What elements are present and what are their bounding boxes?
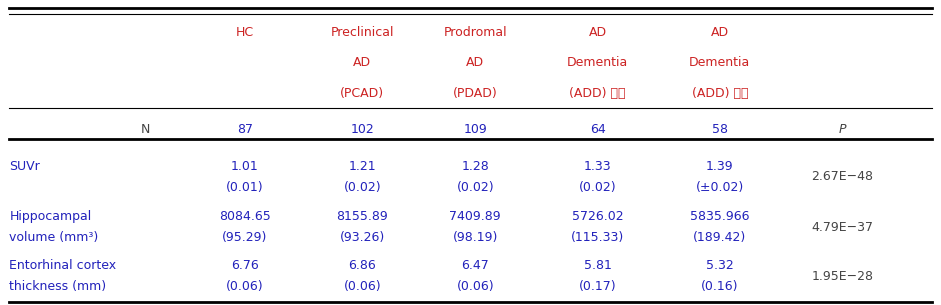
- Text: (95.29): (95.29): [222, 231, 267, 244]
- Text: (115.33): (115.33): [571, 231, 624, 244]
- Text: (0.06): (0.06): [226, 280, 263, 293]
- Text: 1.95E−28: 1.95E−28: [811, 270, 873, 282]
- Text: 1.01: 1.01: [231, 160, 259, 173]
- Text: 7409.89: 7409.89: [450, 210, 501, 223]
- Text: 5726.02: 5726.02: [572, 210, 623, 223]
- Text: (0.17): (0.17): [579, 280, 616, 293]
- Text: 6.47: 6.47: [461, 259, 489, 272]
- Text: 109: 109: [463, 123, 487, 136]
- Text: thickness (mm): thickness (mm): [9, 280, 106, 293]
- Text: (ADD) 중기: (ADD) 중기: [692, 87, 748, 99]
- Text: 87: 87: [236, 123, 253, 136]
- Text: (0.02): (0.02): [456, 181, 494, 194]
- Text: (PCAD): (PCAD): [341, 87, 384, 99]
- Text: (0.06): (0.06): [343, 280, 381, 293]
- Text: (0.02): (0.02): [343, 181, 381, 194]
- Text: volume (mm³): volume (mm³): [9, 231, 99, 244]
- Text: 1.33: 1.33: [583, 160, 612, 173]
- Text: SUVr: SUVr: [9, 160, 40, 173]
- Text: 2.67E−48: 2.67E−48: [811, 170, 873, 183]
- Text: (0.02): (0.02): [579, 181, 616, 194]
- Text: 5835.966: 5835.966: [690, 210, 750, 223]
- Text: (98.19): (98.19): [453, 231, 498, 244]
- Text: Prodromal: Prodromal: [443, 26, 507, 38]
- Text: HC: HC: [235, 26, 254, 38]
- Text: AD: AD: [353, 56, 372, 69]
- Text: (0.01): (0.01): [226, 181, 263, 194]
- Text: 8155.89: 8155.89: [337, 210, 388, 223]
- Text: (PDAD): (PDAD): [453, 87, 498, 99]
- Text: (93.26): (93.26): [340, 231, 385, 244]
- Text: 6.76: 6.76: [231, 259, 259, 272]
- Text: 64: 64: [590, 123, 605, 136]
- Text: Entorhinal cortex: Entorhinal cortex: [9, 259, 117, 272]
- Text: (189.42): (189.42): [694, 231, 746, 244]
- Text: 1.21: 1.21: [348, 160, 376, 173]
- Text: 5.81: 5.81: [583, 259, 612, 272]
- Text: 1.39: 1.39: [706, 160, 734, 173]
- Text: 102: 102: [350, 123, 375, 136]
- Text: 5.32: 5.32: [706, 259, 734, 272]
- Text: 8084.65: 8084.65: [219, 210, 270, 223]
- Text: N: N: [141, 123, 151, 136]
- Text: Preclinical: Preclinical: [330, 26, 394, 38]
- Text: AD: AD: [588, 26, 607, 38]
- Text: P: P: [838, 123, 846, 136]
- Text: 6.86: 6.86: [348, 259, 376, 272]
- Text: Dementia: Dementia: [566, 56, 629, 69]
- Text: AD: AD: [710, 26, 729, 38]
- Text: 4.79E−37: 4.79E−37: [811, 221, 873, 234]
- Text: (±0.02): (±0.02): [695, 181, 744, 194]
- Text: (0.06): (0.06): [456, 280, 494, 293]
- Text: 58: 58: [711, 123, 728, 136]
- Text: 1.28: 1.28: [461, 160, 489, 173]
- Text: AD: AD: [466, 56, 485, 69]
- Text: (0.16): (0.16): [701, 280, 739, 293]
- Text: Dementia: Dementia: [689, 56, 751, 69]
- Text: (ADD) 초기: (ADD) 초기: [569, 87, 626, 99]
- Text: Hippocampal: Hippocampal: [9, 210, 91, 223]
